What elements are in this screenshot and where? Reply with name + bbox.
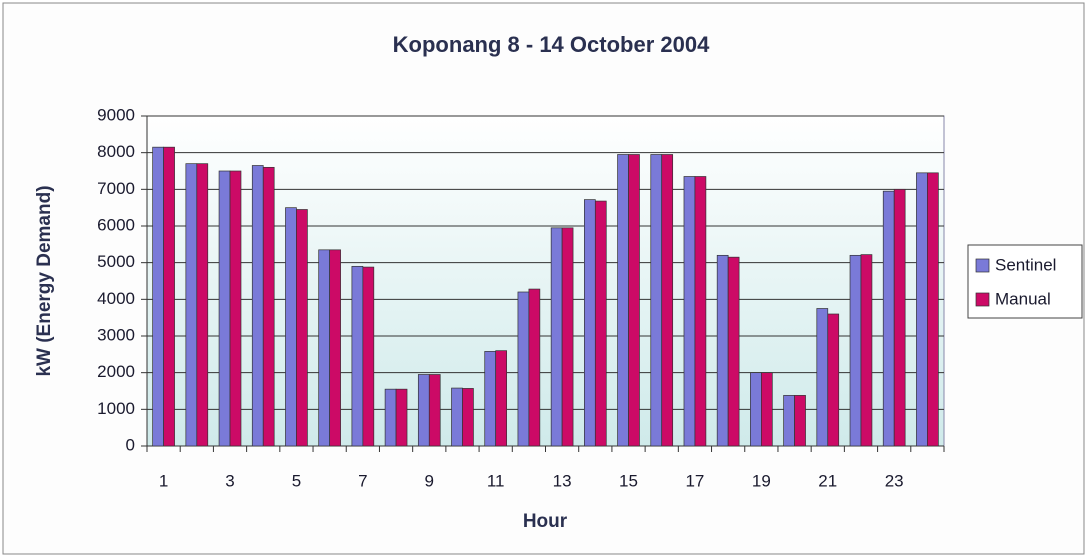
bar (683, 176, 696, 447)
chart-title: Koponang 8 - 14 October 2004 (393, 32, 710, 57)
bar (362, 266, 375, 447)
y-tick-label: 4000 (97, 289, 135, 308)
bar (617, 154, 629, 447)
x-tick-label: 15 (619, 471, 638, 490)
y-tick-label: 3000 (97, 325, 135, 344)
bar (584, 199, 596, 447)
bar (229, 170, 242, 447)
bar (517, 291, 530, 447)
x-tick-label: 7 (358, 471, 367, 490)
x-tick-label: 21 (818, 471, 837, 490)
y-axis-label: kW (Energy Demand) (34, 185, 55, 376)
bar (750, 372, 762, 447)
x-tick-label: 17 (685, 471, 704, 490)
bar (827, 313, 840, 447)
y-tick-label: 5000 (97, 252, 135, 271)
x-tick-label: 19 (752, 471, 771, 490)
x-tick-label: 3 (225, 471, 234, 490)
x-tick-label: 23 (885, 471, 904, 490)
x-tick-label: 13 (553, 471, 572, 490)
bar (849, 254, 862, 447)
y-tick-label: 1000 (97, 399, 135, 418)
bar (550, 227, 563, 447)
bar (561, 227, 574, 447)
bar (893, 188, 906, 447)
bar (927, 172, 939, 447)
bar (185, 163, 198, 447)
bar (661, 154, 674, 447)
x-tick-label: 1 (159, 471, 168, 490)
bar (882, 190, 895, 447)
bar (163, 146, 175, 447)
bar (783, 395, 795, 447)
bar (152, 146, 164, 447)
bar (650, 154, 663, 447)
legend-label: Manual (995, 289, 1051, 308)
bar (296, 209, 308, 447)
bar (860, 254, 873, 447)
bar (196, 163, 209, 447)
bar (495, 350, 507, 447)
legend-swatch (975, 292, 990, 307)
bar (262, 166, 275, 447)
bar (594, 200, 607, 447)
bar (384, 388, 397, 447)
bar (285, 207, 297, 447)
x-tick-label: 11 (487, 471, 505, 490)
bar (395, 388, 408, 447)
bar (484, 351, 497, 447)
x-tick-label: 9 (425, 471, 434, 490)
legend-label: Sentinel (995, 255, 1056, 274)
bar (462, 388, 474, 447)
y-tick-label: 9000 (97, 105, 135, 124)
bar (916, 172, 928, 447)
y-tick-label: 2000 (97, 362, 135, 381)
bar (694, 176, 707, 447)
bar (451, 387, 463, 447)
y-tick-label: 8000 (97, 142, 135, 161)
bar (816, 308, 829, 447)
bar (794, 395, 806, 447)
y-tick-label: 6000 (97, 215, 135, 234)
bar (761, 372, 773, 447)
legend-swatch (975, 258, 990, 273)
x-axis-label: Hour (523, 511, 568, 532)
bar (329, 249, 341, 447)
bar (351, 265, 364, 447)
bar (251, 165, 264, 447)
bar (628, 154, 640, 447)
bar (528, 288, 541, 447)
bar (428, 374, 441, 447)
bar (318, 249, 330, 447)
bar (417, 374, 430, 447)
plot-area (146, 115, 945, 447)
bar (727, 256, 740, 447)
bar (218, 170, 231, 447)
y-tick-label: 7000 (97, 179, 135, 198)
y-tick-label: 0 (126, 435, 135, 454)
bar (716, 254, 729, 447)
x-tick-label: 5 (292, 471, 301, 490)
